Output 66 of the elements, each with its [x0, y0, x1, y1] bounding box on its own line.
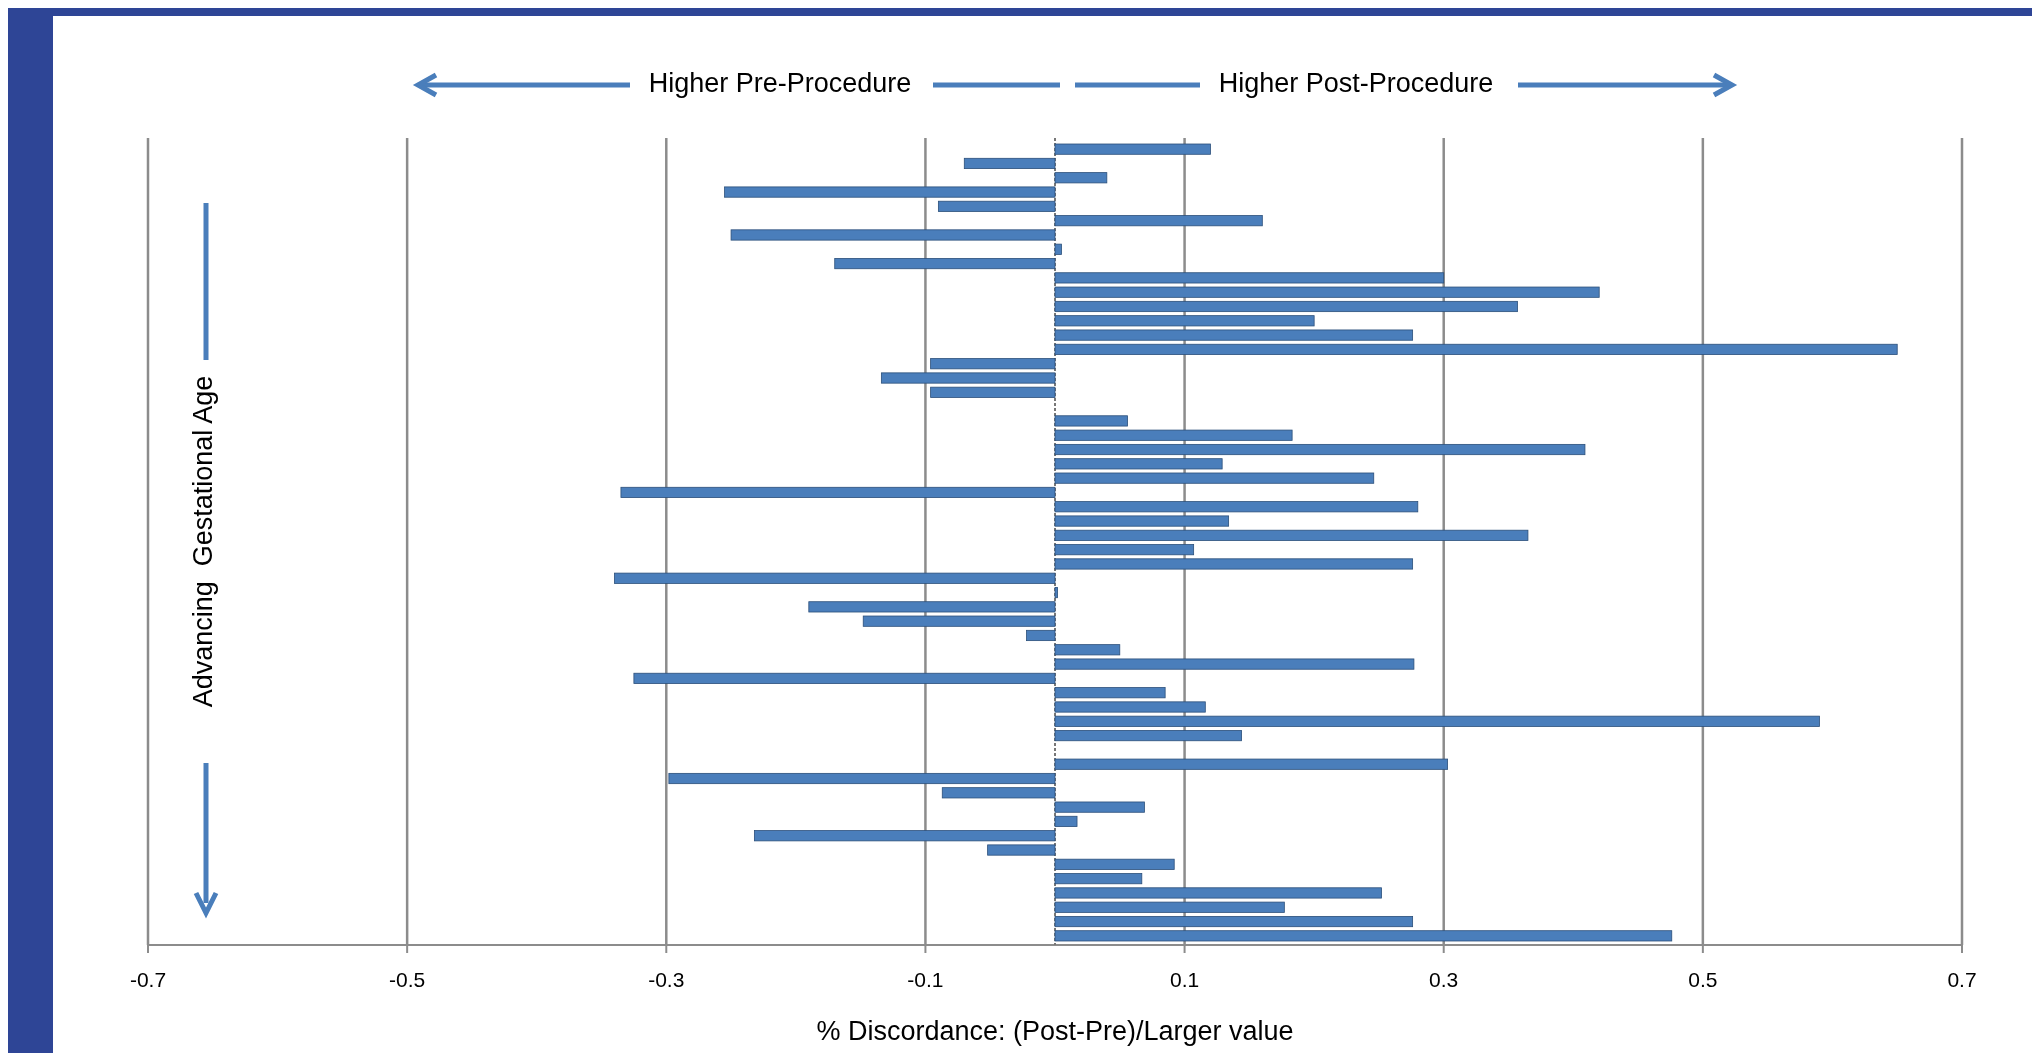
x-tick-label: 0.3: [1429, 968, 1459, 991]
bar: [633, 672, 1056, 684]
bar: [1054, 172, 1108, 184]
text: Higher Pre-Procedure: [648, 68, 912, 98]
x-tick-label: -0.1: [907, 968, 944, 991]
bar: [963, 157, 1056, 169]
bar: [1054, 758, 1448, 770]
bar: [1054, 858, 1175, 870]
bar: [1054, 544, 1195, 556]
bar: [1054, 329, 1414, 341]
bar: [862, 615, 1056, 627]
bar: [1054, 901, 1285, 913]
bar: [808, 601, 1056, 613]
bar: [730, 229, 1056, 241]
bar: [1054, 701, 1206, 713]
bar: [1054, 143, 1211, 155]
y-axis-title: Advancing Gestational Age: [188, 375, 218, 708]
x-tick-label: 0.7: [1947, 968, 1977, 991]
bar: [1054, 815, 1078, 827]
bar: [724, 186, 1056, 198]
bar: [1054, 272, 1445, 284]
bar: [1054, 644, 1121, 656]
x-axis-title: % Discordance: (Post-Pre)/Larger value: [816, 1016, 1294, 1046]
bar: [880, 372, 1056, 384]
x-tick-label: 0.5: [1688, 968, 1718, 991]
bar: [1054, 501, 1419, 513]
bar: [1054, 587, 1058, 599]
x-tick-label: -0.3: [648, 968, 685, 991]
bar: [1026, 629, 1056, 642]
bar: [1054, 443, 1586, 456]
bar: [1054, 801, 1145, 813]
bar: [1054, 215, 1263, 227]
bar: [1054, 515, 1230, 527]
bar: [1054, 286, 1600, 298]
bar: [1054, 658, 1415, 670]
bar: [1054, 472, 1375, 484]
bar: [614, 572, 1056, 584]
bar: [1054, 730, 1242, 742]
bar: [937, 200, 1056, 212]
bar: [1054, 243, 1062, 255]
text: Higher Post-Procedure: [1218, 68, 1494, 98]
bar: [1054, 429, 1293, 441]
bar: [834, 258, 1056, 270]
bar: [1054, 415, 1128, 427]
bar: [1054, 687, 1166, 699]
x-tick-label: 0.1: [1169, 968, 1200, 991]
bar: [1054, 873, 1143, 885]
bar: [930, 358, 1056, 370]
bar: [930, 386, 1056, 398]
bar: [1054, 887, 1382, 899]
bar: [1054, 930, 1673, 942]
bar: [1054, 343, 1898, 355]
bar: [1054, 529, 1529, 541]
bar: [753, 830, 1056, 842]
bar: [620, 486, 1056, 498]
bar: [1054, 458, 1223, 470]
x-tick-label: -0.5: [389, 968, 426, 991]
bar: [987, 844, 1056, 856]
bar: [1054, 715, 1820, 727]
bar: [1054, 300, 1518, 313]
bar: [941, 787, 1056, 799]
bar: [1054, 558, 1414, 570]
bar: [1054, 916, 1414, 928]
bar: [668, 772, 1056, 785]
x-tick-label: -0.7: [129, 968, 167, 991]
bar: [1054, 315, 1315, 327]
